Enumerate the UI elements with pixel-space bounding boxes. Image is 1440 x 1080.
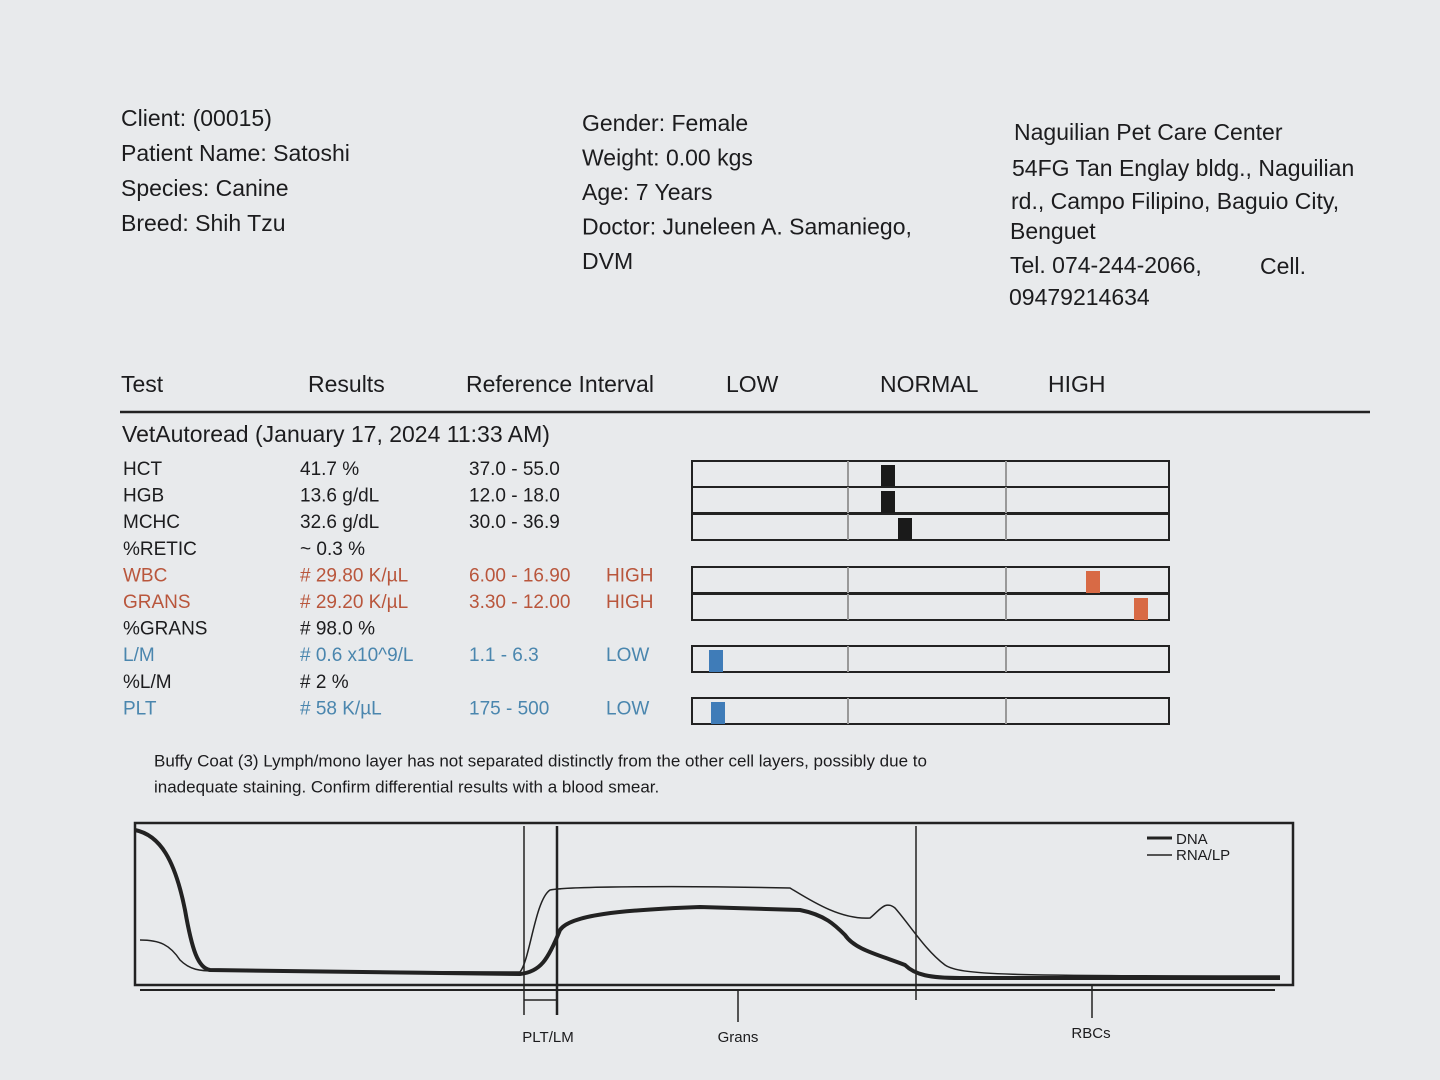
test-result: # 29.20 K/µL	[300, 592, 408, 613]
flag: HIGH	[606, 565, 654, 586]
reference-interval: 6.00 - 16.90	[469, 565, 570, 586]
test-name: L/M	[123, 645, 155, 666]
flag: LOW	[606, 645, 649, 666]
clinic-line: Benguet	[1010, 218, 1096, 244]
range-box	[691, 697, 1170, 725]
range-box	[691, 593, 1170, 621]
test-result: # 0.6 x10^9/L	[300, 645, 414, 666]
reference-interval: 30.0 - 36.9	[469, 512, 560, 533]
result-marker	[1086, 571, 1100, 593]
axis-label: Grans	[718, 1029, 759, 1046]
client-line: Client: (00015)	[121, 105, 272, 131]
client-line: Breed: Shih Tzu	[121, 210, 286, 236]
axis-label: RBCs	[1071, 1025, 1110, 1042]
legend-label: DNA	[1176, 831, 1208, 848]
test-name: HCT	[123, 459, 162, 480]
reference-interval: 12.0 - 18.0	[469, 486, 560, 507]
clinic-line: Tel. 074-244-2066,	[1010, 252, 1202, 278]
section-title: VetAutoread (January 17, 2024 11:33 AM)	[122, 421, 550, 447]
result-marker	[898, 518, 912, 540]
test-result: 32.6 g/dL	[300, 512, 379, 533]
patient-line: Doctor: Juneleen A. Samaniego,	[582, 214, 912, 240]
column-header: NORMAL	[880, 371, 979, 397]
test-result: # 98.0 %	[300, 619, 375, 640]
clinic-line: 54FG Tan Englay bldg., Naguilian	[1012, 155, 1354, 181]
test-result: # 2 %	[300, 672, 349, 693]
clinic-line: 09479214634	[1009, 284, 1150, 310]
note-line: inadequate staining. Confirm differentia…	[154, 777, 659, 796]
column-header: Test	[121, 371, 164, 397]
reference-interval: 1.1 - 6.3	[469, 645, 539, 666]
column-header: LOW	[726, 371, 779, 397]
patient-line: Weight: 0.00 kgs	[582, 145, 753, 171]
test-name: WBC	[123, 565, 167, 586]
test-result: # 29.80 K/µL	[300, 565, 408, 586]
test-name: MCHC	[123, 512, 180, 533]
flag: HIGH	[606, 592, 654, 613]
result-marker	[881, 465, 895, 487]
test-result: ~ 0.3 %	[300, 539, 365, 560]
test-name: GRANS	[123, 592, 191, 613]
histogram	[133, 821, 1295, 1022]
test-name: %GRANS	[123, 619, 207, 640]
clinic-line: Cell.	[1260, 253, 1306, 279]
clinic-line: rd., Campo Filipino, Baguio City,	[1011, 188, 1339, 214]
column-header: HIGH	[1048, 371, 1106, 397]
result-marker	[709, 650, 723, 672]
test-name: HGB	[123, 486, 164, 507]
client-line: Species: Canine	[121, 175, 289, 201]
test-name: %RETIC	[123, 539, 197, 560]
column-header: Results	[308, 371, 385, 397]
patient-line: DVM	[582, 248, 633, 274]
patient-line: Gender: Female	[582, 110, 748, 136]
clinic-line: Naguilian Pet Care Center	[1014, 119, 1283, 145]
result-marker	[711, 702, 725, 724]
range-box	[691, 513, 1170, 541]
test-name: PLT	[123, 698, 157, 719]
flag: LOW	[606, 698, 649, 719]
reference-interval: 3.30 - 12.00	[469, 592, 570, 613]
legend-label: RNA/LP	[1176, 847, 1230, 864]
axis-label: PLT/LM	[522, 1029, 573, 1046]
reference-interval: 175 - 500	[469, 698, 549, 719]
note-line: Buffy Coat (3) Lymph/mono layer has not …	[154, 751, 927, 770]
client-line: Patient Name: Satoshi	[121, 140, 350, 166]
test-result: 41.7 %	[300, 459, 359, 480]
result-marker	[1134, 598, 1148, 620]
test-result: # 58 K/µL	[300, 698, 382, 719]
column-header: Reference Interval	[466, 371, 654, 397]
result-marker	[881, 491, 895, 513]
range-box	[691, 645, 1170, 673]
test-result: 13.6 g/dL	[300, 486, 379, 507]
test-name: %L/M	[123, 672, 172, 693]
reference-interval: 37.0 - 55.0	[469, 459, 560, 480]
patient-line: Age: 7 Years	[582, 179, 712, 205]
